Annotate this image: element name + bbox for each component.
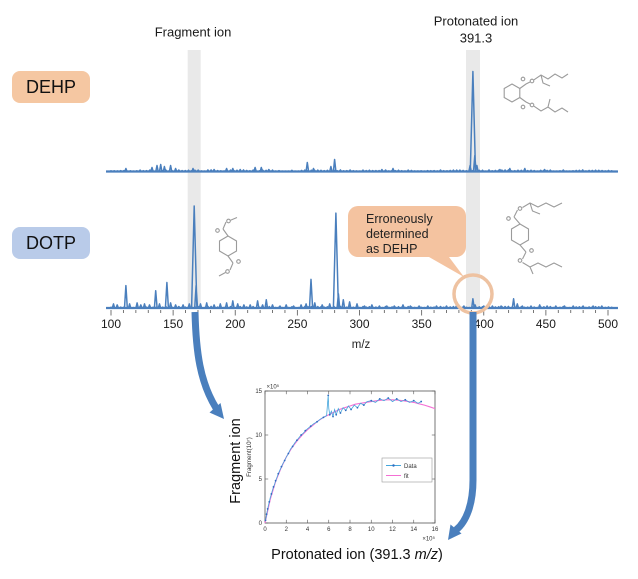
inset-xlabel-mz: m/z — [414, 547, 439, 563]
protonated-ion-mz: 391.3 — [459, 30, 493, 46]
svg-text:0: 0 — [259, 521, 263, 527]
dehp-structure — [503, 73, 569, 113]
svg-text:10: 10 — [368, 527, 375, 533]
protonated-highlight-band — [466, 50, 480, 308]
inset-xlabel-outer: Protonated ion (391.3 m/z) — [271, 547, 443, 563]
svg-text:300: 300 — [349, 317, 369, 331]
right-arrow — [448, 312, 477, 540]
inset-plot: 0 2 4 6 8 10 12 14 16 0 5 10 15 ×10⁵ ×10⁵ Fragment(10⁷)… — [246, 384, 439, 543]
svg-text:5: 5 — [259, 477, 263, 483]
protonated-ion-title: Protonated ion — [433, 13, 519, 29]
inset-xlabel-prefix: Protonated ion (391.3 — [271, 547, 415, 563]
svg-text:×10⁵: ×10⁵ — [267, 384, 280, 391]
mz-axis: 100 150 200 250 300 350 400 450 500 — [101, 310, 618, 331]
svg-text:8: 8 — [348, 527, 352, 533]
svg-text:×10⁵: ×10⁵ — [422, 536, 435, 543]
svg-text:4: 4 — [306, 527, 310, 533]
fragment-ion-title: Fragment ion — [154, 24, 232, 40]
svg-text:400: 400 — [474, 317, 494, 331]
svg-text:450: 450 — [536, 317, 556, 331]
dotp-structure — [506, 202, 563, 275]
svg-text:100: 100 — [101, 317, 121, 331]
fragment-ion-structure — [215, 216, 241, 277]
left-arrow — [191, 311, 224, 419]
right-arrowhead — [448, 524, 462, 540]
svg-text:14: 14 — [410, 527, 417, 533]
mz-axis-title: m/z — [351, 339, 371, 351]
callout-line-3: as DEHP — [366, 242, 418, 256]
svg-text:10: 10 — [255, 433, 262, 439]
svg-text:150: 150 — [163, 317, 183, 331]
svg-text:Data: Data — [404, 464, 417, 470]
dehp-label: DEHP — [12, 71, 90, 103]
svg-text:250: 250 — [287, 317, 307, 331]
svg-text:2: 2 — [285, 527, 289, 533]
dehp-spectrum — [106, 70, 618, 173]
svg-text:0: 0 — [263, 527, 267, 533]
svg-text:6: 6 — [327, 527, 331, 533]
svg-text:fit: fit — [404, 474, 409, 480]
svg-text:500: 500 — [598, 317, 618, 331]
callout-line-1: Erroneously — [366, 212, 433, 226]
svg-text:200: 200 — [225, 317, 245, 331]
dotp-spectrum — [106, 205, 618, 310]
svg-text:12: 12 — [389, 527, 396, 533]
callout-bubble: Erroneously determined as DEHP — [348, 206, 466, 257]
callout-line-2: determined — [366, 227, 429, 241]
left-arrowhead — [209, 403, 224, 419]
svg-text:Fragment(10⁷): Fragment(10⁷) — [246, 437, 253, 477]
svg-text:350: 350 — [412, 317, 432, 331]
fragment-highlight-band — [187, 50, 201, 308]
dotp-label: DOTP — [12, 227, 90, 259]
svg-text:16: 16 — [432, 527, 439, 533]
svg-text:15: 15 — [255, 389, 262, 395]
inset-ylabel-outer: Fragment ion — [228, 418, 244, 504]
inset-xlabel-suffix: ) — [438, 547, 443, 563]
callout-tail — [422, 253, 464, 277]
